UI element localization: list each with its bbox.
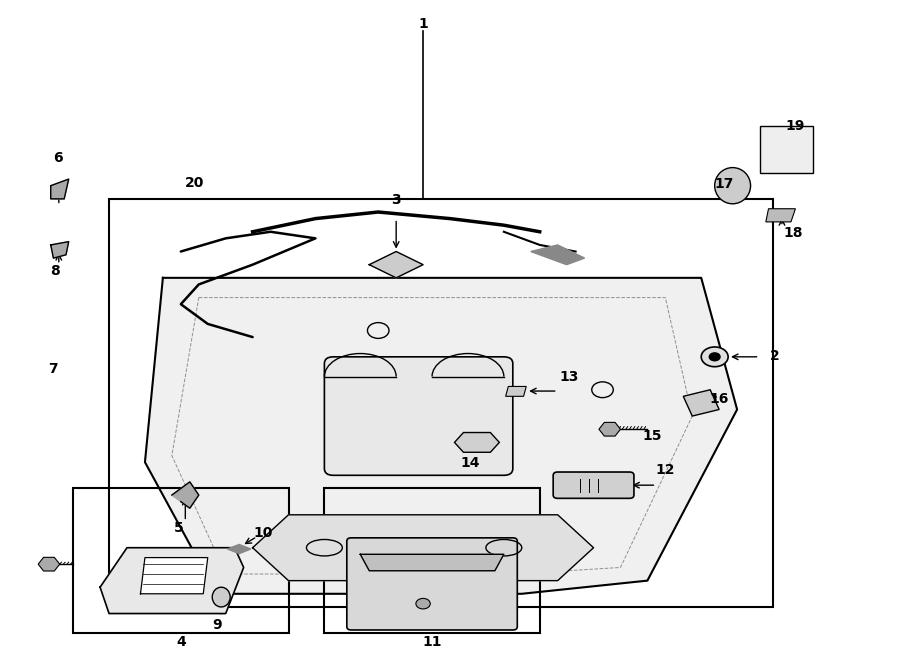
Polygon shape [50, 179, 68, 199]
Text: 18: 18 [784, 226, 804, 240]
FancyBboxPatch shape [554, 472, 634, 498]
Polygon shape [506, 387, 526, 397]
Ellipse shape [212, 587, 230, 607]
Text: 8: 8 [50, 264, 60, 278]
Text: 4: 4 [176, 635, 185, 650]
Bar [109, 199, 773, 607]
Polygon shape [140, 558, 208, 594]
Text: 16: 16 [709, 392, 729, 406]
Bar [324, 488, 540, 633]
FancyBboxPatch shape [346, 538, 518, 630]
Polygon shape [369, 252, 423, 278]
Text: 17: 17 [715, 176, 734, 191]
Polygon shape [683, 390, 719, 416]
Circle shape [416, 598, 430, 609]
Polygon shape [50, 242, 68, 258]
Text: 14: 14 [461, 457, 481, 471]
Polygon shape [360, 555, 504, 570]
Text: 19: 19 [786, 120, 806, 134]
Text: 10: 10 [254, 526, 273, 540]
Ellipse shape [715, 168, 751, 204]
Text: 15: 15 [642, 429, 662, 443]
Text: 6: 6 [53, 151, 63, 165]
Circle shape [701, 347, 728, 367]
Bar [73, 488, 289, 633]
Text: 9: 9 [212, 618, 221, 632]
Text: 13: 13 [560, 369, 579, 383]
Text: 11: 11 [422, 635, 442, 650]
Polygon shape [454, 432, 500, 452]
Text: 2: 2 [770, 349, 779, 363]
Polygon shape [598, 422, 620, 436]
Circle shape [709, 353, 720, 361]
Polygon shape [38, 557, 59, 571]
Text: 7: 7 [48, 362, 58, 375]
Bar [760, 126, 814, 173]
Text: 1: 1 [418, 17, 428, 31]
Polygon shape [253, 515, 594, 580]
Polygon shape [172, 482, 199, 508]
Text: 20: 20 [184, 176, 204, 190]
Polygon shape [228, 545, 251, 554]
Polygon shape [766, 209, 796, 222]
FancyBboxPatch shape [324, 357, 513, 475]
Text: 12: 12 [655, 463, 675, 477]
Polygon shape [145, 278, 737, 594]
Text: 3: 3 [392, 193, 401, 207]
Polygon shape [100, 548, 244, 613]
Polygon shape [531, 245, 585, 264]
Text: 5: 5 [175, 521, 184, 535]
